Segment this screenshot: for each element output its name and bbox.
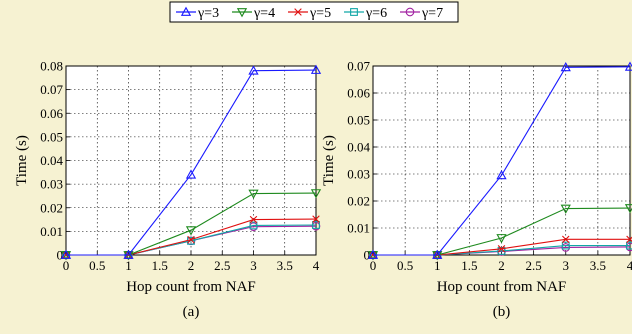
x-tick-label: 0.5 <box>397 258 413 273</box>
panel-caption: (b) <box>493 304 511 320</box>
series-4-point <box>626 241 632 250</box>
x-axis-label: Hop count from NAF <box>126 279 256 295</box>
x-tick-label: 1.5 <box>152 258 168 273</box>
y-axis-label: Time (s) <box>14 135 30 186</box>
x-tick-label: 2.5 <box>526 258 542 273</box>
x-tick-label: 1 <box>434 258 441 273</box>
legend-label-3: γ=5 <box>309 6 331 21</box>
series-2-point <box>624 204 632 214</box>
y-tick-label: 0.08 <box>40 59 63 74</box>
legend-label-1: γ=3 <box>197 6 219 21</box>
y-tick-label: 0.01 <box>347 221 370 236</box>
x-axis-label: Hop count from NAF <box>437 279 567 295</box>
legend-marker-1 <box>180 6 192 16</box>
y-tick-label: 0.03 <box>347 167 370 182</box>
x-tick-label: 3.5 <box>277 258 293 273</box>
y-tick-label: 0.04 <box>347 140 370 155</box>
y-tick-label: 0.04 <box>40 153 63 168</box>
series-2-point <box>185 226 197 236</box>
series-1-point <box>310 64 322 74</box>
x-tick-label: 2 <box>498 258 505 273</box>
y-tick-label: 0.02 <box>40 200 63 215</box>
legend-marker-2 <box>236 8 248 18</box>
x-tick-label: 1 <box>125 258 132 273</box>
x-tick-label: 0 <box>370 258 377 273</box>
series-2-point <box>248 189 259 199</box>
y-tick-label: 0.05 <box>40 129 63 144</box>
series-3-point <box>562 235 570 244</box>
y-tick-label: 0.06 <box>347 86 370 101</box>
legend: γ=3 γ=4 γ=5 γ=6 γ=7 <box>169 1 459 23</box>
legend-marker-3 <box>294 8 302 16</box>
plot-area <box>372 65 631 256</box>
chart-panel-b: 0 0.5 1 1.5 2 2.5 3 3.5 4 0 0.01 0.02 0.03 0.04 0.05 0.… <box>321 59 632 320</box>
x-tick-label: 3 <box>250 258 257 273</box>
y-tick-label: 0.07 <box>347 59 370 74</box>
series-3-point <box>249 215 258 224</box>
x-tick-label: 3.5 <box>590 258 606 273</box>
series-1-point <box>432 249 443 259</box>
series-3-point <box>497 245 506 253</box>
y-tick-label: 0.06 <box>40 106 63 121</box>
series-1-point <box>624 61 632 71</box>
y-tick-label: 0.07 <box>40 82 63 97</box>
legend-label-2: γ=4 <box>253 6 275 21</box>
legend-label-4: γ=6 <box>365 6 387 21</box>
series-2-point <box>560 204 571 214</box>
series-1-point <box>367 249 379 259</box>
series-line-1 <box>66 69 317 256</box>
x-tick-label: 0 <box>63 258 70 273</box>
series-2-point <box>310 189 322 199</box>
series-4-point <box>561 241 570 250</box>
series-2-point <box>496 234 507 244</box>
y-tick-label: 0 <box>364 248 371 263</box>
y-tick-label: 0.02 <box>347 194 370 209</box>
y-tick-label: 0.03 <box>40 177 63 192</box>
series-1-point <box>248 65 259 75</box>
series-3-point <box>312 215 320 223</box>
series-1-point <box>60 249 72 259</box>
series-1-point <box>496 170 507 180</box>
y-tick-label: 0.05 <box>347 113 370 128</box>
series-3-point <box>626 235 632 244</box>
series-3-point <box>187 235 195 244</box>
x-tick-label: 3 <box>563 258 570 273</box>
x-tick-label: 4 <box>313 258 320 273</box>
series-1-point <box>560 62 571 72</box>
series-1-point <box>185 169 197 179</box>
legend-marker-4 <box>350 8 358 16</box>
panel-caption: (a) <box>183 304 200 320</box>
series-line-1 <box>373 66 631 256</box>
chart-panel-a: 0 0.5 1 1.5 2 2.5 3 3.5 4 0 0.01 0.02 0.03 0.04 0.05 0.… <box>14 59 322 320</box>
series-1-point <box>123 249 134 259</box>
x-tick-label: 4 <box>627 258 632 273</box>
y-tick-label: 0 <box>57 248 64 263</box>
series-4-point <box>497 247 506 255</box>
legend-label-5: γ=7 <box>421 6 443 21</box>
x-tick-label: 1.5 <box>461 258 477 273</box>
series-4-point <box>249 221 258 230</box>
y-tick-label: 0.01 <box>40 224 63 239</box>
y-axis-label: Time (s) <box>321 135 337 186</box>
series-4-point <box>312 221 320 229</box>
legend-marker-5 <box>405 7 415 17</box>
x-tick-label: 2.5 <box>214 258 230 273</box>
x-tick-label: 2 <box>188 258 195 273</box>
x-tick-label: 0.5 <box>89 258 105 273</box>
